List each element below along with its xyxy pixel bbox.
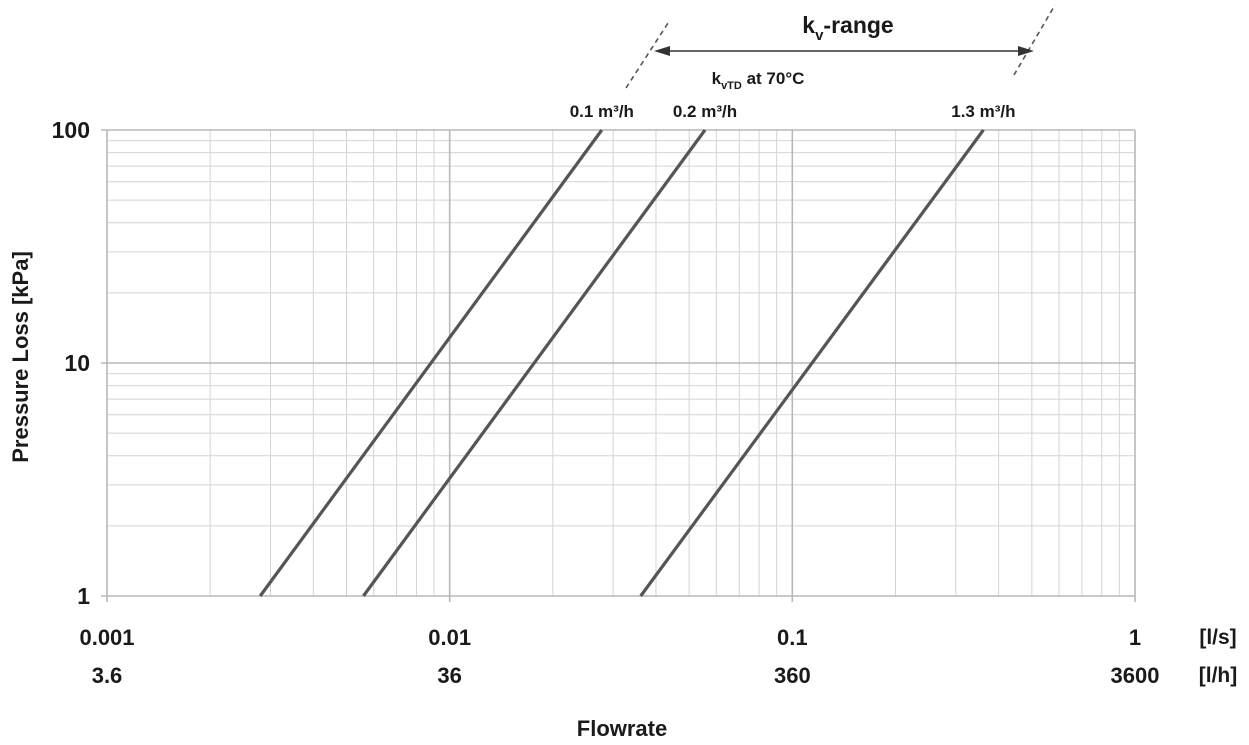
y-tick-labels: 1 10 100 bbox=[52, 117, 91, 609]
kv-range-label: kv-range bbox=[802, 12, 893, 44]
x-tick-label-alt: 3.6 bbox=[92, 663, 123, 688]
x-tick-label: 1 bbox=[1129, 625, 1141, 650]
x-tick-label-alt: 360 bbox=[774, 663, 811, 688]
series-line-2 bbox=[362, 129, 707, 597]
x-tick-label: 0.1 bbox=[777, 625, 808, 650]
series-label-1: 0.1 m³/h bbox=[570, 102, 634, 121]
y-axis-title: Pressure Loss [kPa] bbox=[8, 251, 33, 463]
y-tick-label: 1 bbox=[77, 583, 90, 609]
kv-range-arrowhead-right bbox=[1018, 46, 1034, 56]
kvtd-label: kvTD at 70°C bbox=[712, 69, 805, 92]
y-tick-label: 100 bbox=[52, 117, 90, 143]
kv-range-arrowhead-left bbox=[654, 46, 670, 56]
y-tick-label: 10 bbox=[64, 350, 90, 376]
x-axis-title: Flowrate bbox=[577, 716, 667, 741]
x-unit-ls: [l/s] bbox=[1199, 626, 1236, 649]
kv-range-annotation: kv-range kvTD at 70°C bbox=[625, 4, 1056, 92]
series-line-1 bbox=[258, 129, 604, 597]
x-tick-label-alt: 3600 bbox=[1111, 663, 1160, 688]
x-tick-labels: 0.001 3.6 0.01 36 0.1 360 1 3600 bbox=[79, 625, 1159, 688]
x-tick-label: 0.001 bbox=[79, 625, 134, 650]
series-label-3: 1.3 m³/h bbox=[951, 102, 1015, 121]
series-line-3 bbox=[639, 129, 985, 597]
x-tick-label-alt: 36 bbox=[437, 663, 461, 688]
kv-range-dashed-left bbox=[625, 19, 671, 89]
x-unit-lh: [l/h] bbox=[1199, 664, 1237, 687]
x-tick-label: 0.01 bbox=[428, 625, 471, 650]
series-label-2: 0.2 m³/h bbox=[673, 102, 737, 121]
grid bbox=[101, 129, 1136, 602]
kv-range-dashed-right bbox=[1013, 4, 1056, 76]
series-group bbox=[258, 129, 985, 597]
series-labels: 0.1 m³/h 0.2 m³/h 1.3 m³/h bbox=[570, 102, 1016, 121]
